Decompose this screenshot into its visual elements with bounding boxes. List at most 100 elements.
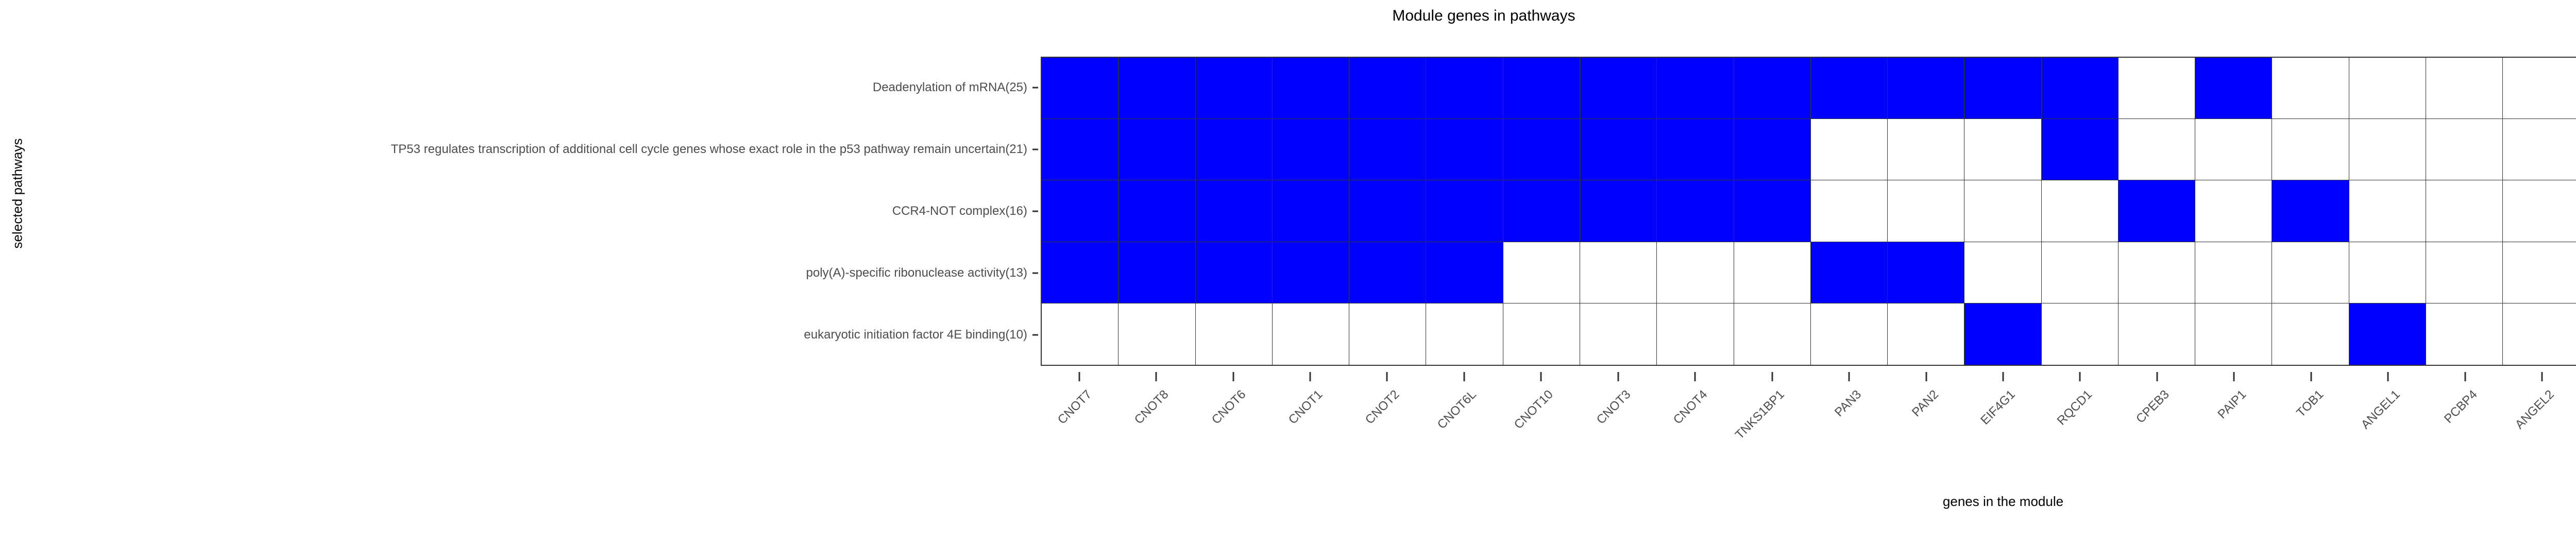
heatmap-cell (1426, 58, 1503, 120)
heatmap-cell (2195, 58, 2273, 120)
y-axis-tick-label: poly(A)-specific ribonuclease activity(1… (806, 266, 1028, 280)
x-axis-tick-mark (1232, 372, 1234, 381)
x-axis-tick-mark (1771, 372, 1773, 381)
heatmap-cell (1888, 119, 1965, 181)
x-axis-tick-label: CNOT3 (1594, 387, 1634, 427)
heatmap-cell (1195, 119, 1273, 181)
x-axis-tick-label: PCBP4 (2441, 387, 2480, 426)
x-axis-tick-label: EIF4G1 (1978, 387, 2018, 428)
x-axis-tick-label: CNOT1 (1285, 387, 1326, 427)
heatmap-cell (1118, 242, 1196, 303)
heatmap-cell (2349, 58, 2427, 120)
x-axis-tick-label: TNKS1BP1 (1732, 387, 1787, 442)
x-axis-tick-label: CNOT2 (1363, 387, 1402, 427)
x-axis-tick-mark (2233, 372, 2235, 381)
heatmap-cell (1349, 180, 1427, 242)
heatmap-cell (1964, 303, 2042, 365)
heatmap-cell (2349, 180, 2427, 242)
heatmap-cell (2349, 242, 2427, 303)
heatmap-cell (1426, 242, 1503, 303)
heatmap-cell (2118, 303, 2196, 365)
heatmap-cell (1734, 303, 1811, 365)
heatmap-cell (2426, 242, 2503, 303)
heatmap-cell (2118, 119, 2196, 181)
x-axis-tick-mark (2310, 372, 2312, 381)
x-axis-tick-mark (2156, 372, 2158, 381)
heatmap-cell (2272, 58, 2349, 120)
heatmap-cell (1042, 119, 1119, 181)
x-axis-tick-mark (2387, 372, 2389, 381)
heatmap-cell (2118, 242, 2196, 303)
heatmap-cell (1349, 119, 1427, 181)
heatmap-cell (2426, 119, 2503, 181)
heatmap-cell (2195, 180, 2273, 242)
heatmap-cell (1349, 242, 1427, 303)
heatmap-cell (1734, 119, 1811, 181)
heatmap-cell (2272, 303, 2349, 365)
heatmap-cell (1042, 242, 1119, 303)
heatmap-cell (1734, 180, 1811, 242)
heatmap-cell (2272, 119, 2349, 181)
heatmap-cell (2349, 303, 2427, 365)
y-axis-tick-mark (1032, 334, 1038, 336)
heatmap-cell (1272, 119, 1350, 181)
heatmap-cell (1810, 242, 1888, 303)
y-axis-tick-label: eukaryotic initiation factor 4E binding(… (804, 328, 1027, 342)
heatmap-cell (1195, 58, 1273, 120)
heatmap-cell (1426, 180, 1503, 242)
heatmap-cell (1272, 180, 1350, 242)
heatmap-cell (1503, 119, 1580, 181)
heatmap-cell (2272, 242, 2349, 303)
heatmap-cell (1657, 242, 1734, 303)
y-axis-tick-label: Deadenylation of mRNA(25) (872, 80, 1027, 94)
heatmap-cell (2426, 58, 2503, 120)
x-axis-tick-label: PAIP1 (2215, 387, 2249, 421)
x-axis-tick-label: CPEB3 (2133, 387, 2172, 426)
heatmap-grid (1042, 58, 2576, 365)
x-axis-tick-label: CNOT10 (1512, 387, 1556, 432)
heatmap-cell (1195, 180, 1273, 242)
x-axis-tick-label: CNOT8 (1131, 387, 1172, 427)
heatmap-cell (1964, 242, 2042, 303)
heatmap-cell (1426, 303, 1503, 365)
x-axis-tick-label: CNOT4 (1671, 387, 1710, 427)
heatmap-cell (1734, 58, 1811, 120)
x-axis-tick-mark (1155, 372, 1157, 381)
heatmap-cell (2503, 58, 2576, 120)
x-axis-tick-label: TOB1 (2293, 387, 2327, 420)
heatmap-cell (1580, 58, 1657, 120)
heatmap-cell (1888, 180, 1965, 242)
x-axis-tick-label: PAN2 (1909, 387, 1941, 420)
heatmap-cell (2503, 242, 2576, 303)
x-axis-tick-mark (1309, 372, 1311, 381)
heatmap-cell (2041, 303, 2119, 365)
heatmap-cell (2118, 180, 2196, 242)
y-axis-tick-label: TP53 regulates transcription of addition… (391, 142, 1027, 156)
heatmap-cell (1503, 58, 1580, 120)
heatmap-cell (2118, 58, 2196, 120)
x-axis-title: genes in the module (1942, 494, 2064, 509)
x-axis-tick-mark (1617, 372, 1619, 381)
heatmap-cell (1657, 58, 1734, 120)
x-axis-tick-label: ANGEL2 (2512, 387, 2557, 432)
heatmap-cell (1272, 242, 1350, 303)
heatmap-cell (2272, 180, 2349, 242)
heatmap-cell (1195, 242, 1273, 303)
x-axis-tick-mark (1540, 372, 1542, 381)
heatmap-cell (1195, 303, 1273, 365)
x-axis-tick-mark (2079, 372, 2081, 381)
heatmap-cell (1349, 303, 1427, 365)
heatmap-cell (2349, 119, 2427, 181)
heatmap-cell (1118, 303, 1196, 365)
heatmap-cell (2503, 180, 2576, 242)
heatmap-cell (1042, 303, 1119, 365)
heatmap-cell (1964, 119, 2042, 181)
x-axis-tick-mark (1386, 372, 1388, 381)
x-axis-tick-mark (1925, 372, 1927, 381)
heatmap-cell (1118, 58, 1196, 120)
heatmap-cell (1734, 242, 1811, 303)
heatmap-cell (1426, 119, 1503, 181)
heatmap-cell (2041, 58, 2119, 120)
heatmap-cell (1657, 119, 1734, 181)
